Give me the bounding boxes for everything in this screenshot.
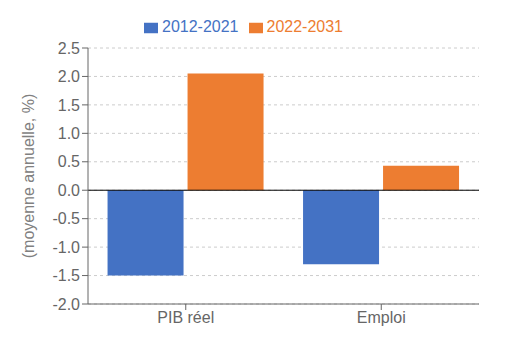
svg-text:-1.5: -1.5 xyxy=(52,267,80,284)
svg-text:0.0: 0.0 xyxy=(58,182,80,199)
svg-text:PIB réel: PIB réel xyxy=(157,309,214,326)
svg-text:1.5: 1.5 xyxy=(58,97,80,114)
html-text:2022-2031: 2022-2031 xyxy=(266,18,343,35)
svg-text:0.5: 0.5 xyxy=(58,153,80,170)
html-text:2012-2021: 2012-2021 xyxy=(162,18,239,35)
svg-text:2.0: 2.0 xyxy=(58,68,80,85)
svg-text:-2.0: -2.0 xyxy=(52,296,80,313)
svg-text:(moyenne annuelle, %): (moyenne annuelle, %) xyxy=(20,94,37,259)
svg-text:2.5: 2.5 xyxy=(58,40,80,57)
svg-text:-1.0: -1.0 xyxy=(52,239,80,256)
svg-text:1.0: 1.0 xyxy=(58,125,80,142)
svg-text:-0.5: -0.5 xyxy=(52,210,80,227)
svg-text:Emploi: Emploi xyxy=(357,309,406,326)
